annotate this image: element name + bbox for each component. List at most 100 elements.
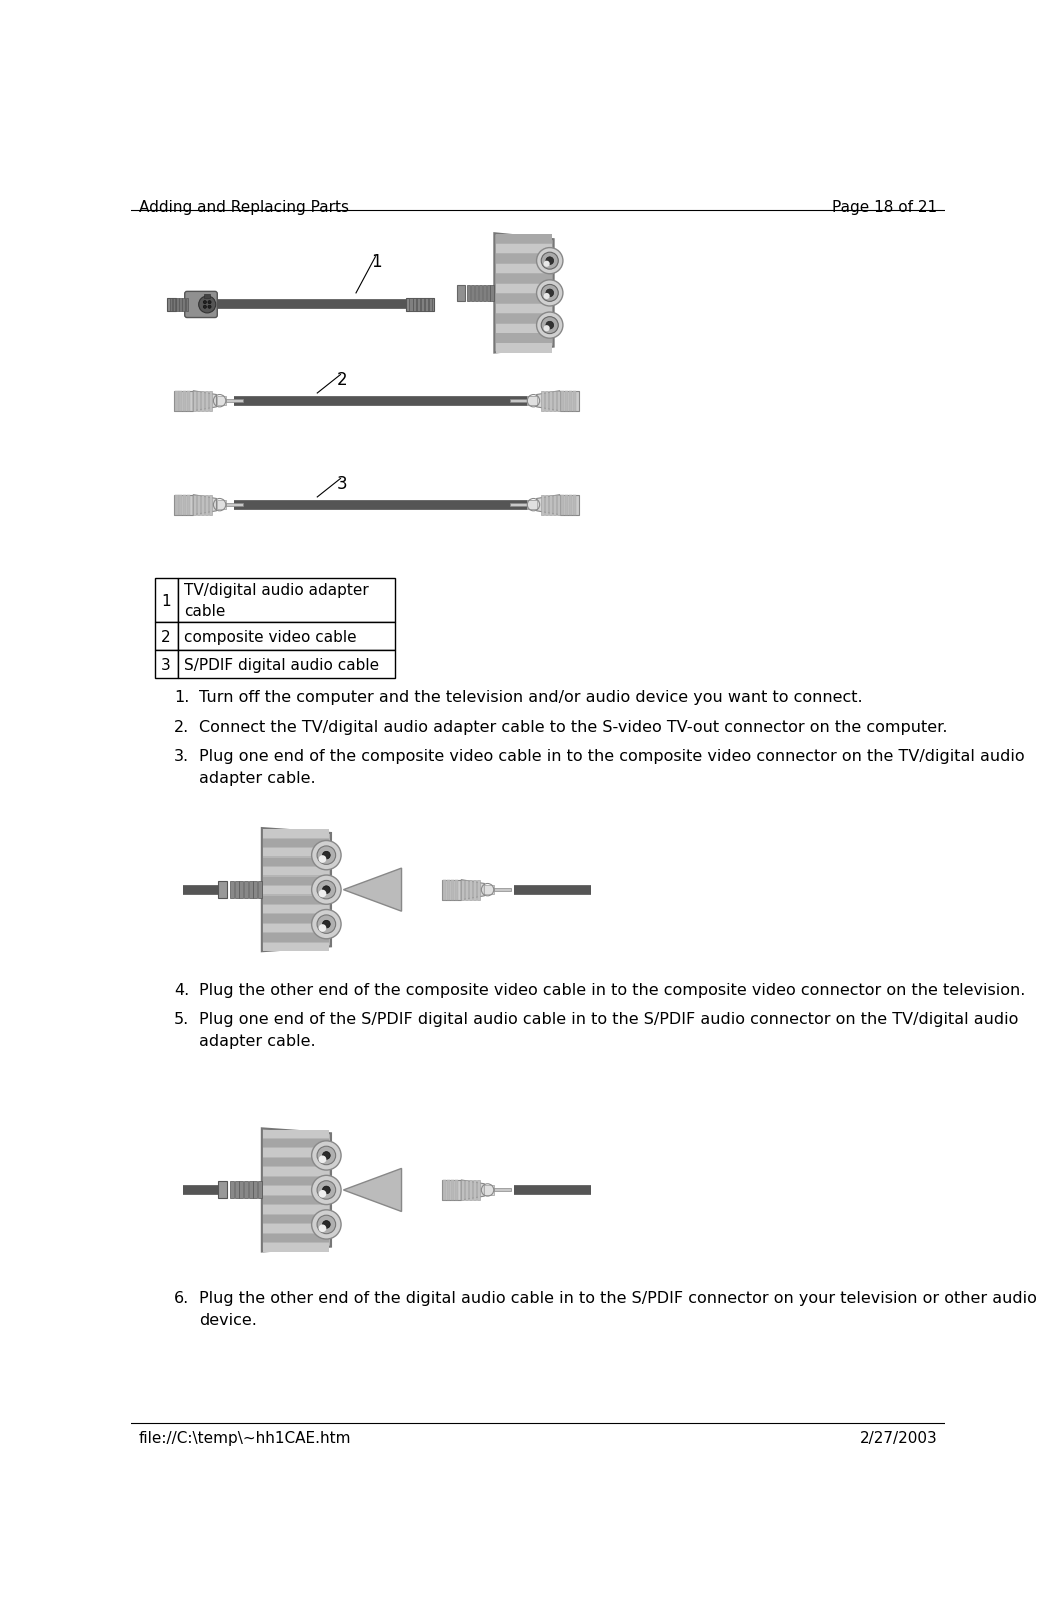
Bar [204,294,210,299]
Text: Page 18 of 21: Page 18 of 21 [832,200,938,215]
Bar [496,284,552,294]
Circle shape [546,323,553,329]
Polygon shape [461,880,484,901]
Bar [174,392,193,412]
Bar [264,896,330,904]
Polygon shape [537,392,560,412]
Circle shape [318,925,327,933]
Bar [496,245,552,253]
Circle shape [208,307,211,310]
Bar [527,397,537,407]
Bar [562,392,565,412]
Circle shape [537,313,563,339]
Bar [264,1206,330,1214]
Bar [154,578,177,623]
Circle shape [546,258,553,265]
Bar [443,880,446,901]
Bar [477,880,480,901]
Circle shape [318,889,327,897]
Bar [177,650,395,678]
Bar [217,1181,227,1199]
Bar [264,849,330,857]
Text: Plug one end of the S/PDIF digital audio cable in to the S/PDIF audio connector : Plug one end of the S/PDIF digital audio… [198,1012,1018,1047]
Circle shape [544,326,550,332]
Bar [510,400,527,404]
Circle shape [318,855,327,863]
Text: 3.: 3. [174,749,189,763]
Bar [490,286,493,302]
Bar [569,495,572,515]
Bar [452,880,455,901]
Bar [217,881,227,899]
Bar [264,1159,330,1167]
Bar [264,886,330,894]
Bar [465,880,468,901]
Bar [452,1180,455,1201]
Bar [496,315,552,323]
Circle shape [318,1156,327,1164]
Bar [239,1181,244,1199]
Bar [239,881,244,899]
Bar [264,1235,330,1243]
Bar [197,495,201,515]
Bar [175,392,179,412]
Bar [154,623,177,650]
Text: 1: 1 [372,253,382,271]
Bar [469,1180,472,1201]
Bar [264,943,330,952]
Bar [253,1181,257,1199]
Circle shape [537,249,563,274]
Bar [264,1167,330,1177]
Bar [573,495,576,515]
Bar [264,1243,330,1252]
Bar [417,299,420,312]
Bar [264,925,330,933]
Circle shape [312,841,341,870]
Bar [510,504,527,507]
Text: 1.: 1. [174,691,189,705]
Circle shape [322,1152,331,1159]
Text: 5.: 5. [174,1012,189,1027]
Bar [410,299,413,312]
Bar [176,299,178,312]
Bar [264,1139,330,1148]
Bar [494,1188,510,1191]
Bar [553,495,555,515]
Circle shape [312,1210,341,1240]
Bar [154,650,177,678]
Bar [170,299,172,312]
Bar [447,1180,450,1201]
Circle shape [541,318,559,334]
Bar [469,880,472,901]
Bar [549,392,552,412]
Bar [425,299,428,312]
Polygon shape [261,828,331,952]
Bar [443,1180,446,1201]
Bar [167,299,176,312]
Circle shape [317,1181,336,1199]
Bar [209,392,212,412]
Polygon shape [343,868,401,912]
Bar [264,1196,330,1204]
Circle shape [318,1225,327,1233]
Bar [565,392,568,412]
Bar [421,299,424,312]
Circle shape [312,910,341,939]
Text: TV/digital audio adapter
cable: TV/digital audio adapter cable [184,583,369,618]
Bar [556,392,560,412]
Bar [258,1181,261,1199]
Bar [264,905,330,914]
Bar [541,495,544,515]
Circle shape [322,1220,331,1228]
Bar [455,880,458,901]
Text: 2: 2 [162,629,171,644]
Bar [573,392,576,412]
Bar [406,299,434,312]
Bar [230,1181,234,1199]
Text: file://C:\temp\~hh1CAE.htm: file://C:\temp\~hh1CAE.htm [139,1430,352,1445]
Text: 3: 3 [337,475,348,492]
Bar [496,274,552,284]
Text: 2: 2 [337,371,348,389]
Circle shape [544,261,550,268]
Bar [496,255,552,265]
